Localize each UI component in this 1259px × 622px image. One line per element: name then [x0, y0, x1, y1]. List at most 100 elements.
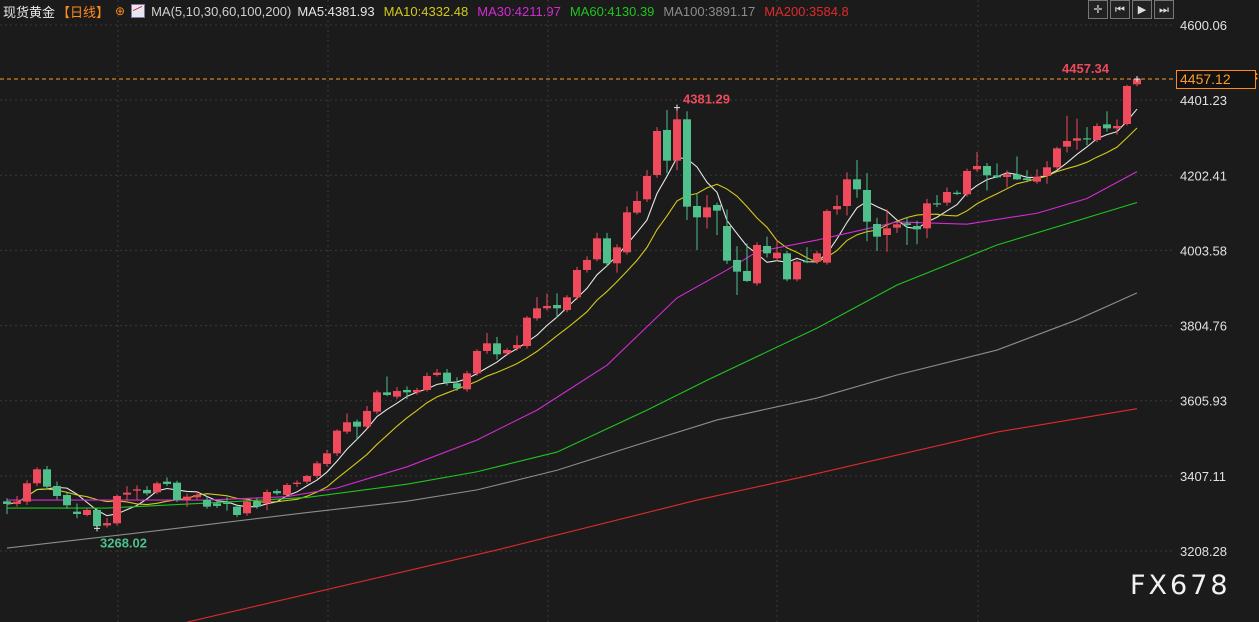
candle-body: [953, 192, 961, 194]
candle: [883, 209, 891, 252]
candle-body: [823, 211, 831, 263]
ma-line-ma30: [7, 171, 1138, 501]
candle-body: [213, 503, 221, 506]
candle: [643, 170, 651, 202]
candle: [923, 198, 931, 239]
candle-body: [63, 494, 71, 506]
candle: [743, 243, 751, 283]
candle-body: [473, 350, 481, 374]
candle: [493, 336, 501, 360]
candle-body: [873, 224, 881, 237]
jump-end-icon[interactable]: ⏭: [1154, 0, 1174, 19]
candle: [43, 465, 51, 490]
candle-body: [583, 259, 591, 270]
candle-body: [1023, 178, 1031, 181]
candle-body: [1113, 126, 1121, 129]
price-annotation: 4457.34: [1062, 61, 1110, 76]
candle: [893, 222, 901, 233]
candle-body: [713, 204, 721, 211]
ma-line-ma200: [186, 408, 1138, 622]
candle: [633, 191, 641, 215]
extreme-marker-icon: [94, 525, 100, 532]
candle-body: [653, 130, 661, 175]
candle-body: [403, 389, 411, 393]
candle-body: [323, 453, 331, 464]
jump-start-icon[interactable]: ⏮: [1110, 0, 1130, 19]
candle-body: [83, 509, 91, 515]
candle: [383, 376, 391, 397]
ma-legend-item: MA60:4130.39: [569, 3, 655, 19]
ma-legend-item: MA10:4332.48: [383, 3, 469, 19]
candle: [153, 481, 161, 495]
y-tick-label: 3804.76: [1180, 319, 1227, 334]
candle: [693, 193, 701, 251]
instrument-title: 现货黄金: [3, 4, 56, 20]
candle: [753, 242, 761, 286]
candle-body: [973, 165, 981, 170]
candle: [3, 498, 11, 514]
candle: [853, 159, 861, 198]
candle: [1113, 119, 1121, 135]
candle: [543, 293, 551, 311]
candle-body: [1043, 167, 1051, 177]
last-price-tag: 4457.12: [1176, 70, 1256, 89]
crosshair-icon[interactable]: ✛: [1088, 0, 1108, 19]
period-selector[interactable]: 【日线】: [57, 4, 110, 20]
candle: [403, 386, 411, 400]
candle: [1023, 170, 1031, 183]
candle-body: [173, 482, 181, 500]
candle: [913, 220, 921, 245]
candle-body: [543, 305, 551, 309]
candle: [83, 508, 91, 517]
candle: [663, 110, 671, 174]
candle: [823, 209, 831, 265]
candle-body: [1053, 148, 1061, 168]
candle-body: [13, 501, 21, 504]
candle: [343, 413, 351, 434]
candle: [223, 497, 231, 511]
candle-body: [923, 203, 931, 229]
candle-body: [683, 119, 691, 207]
candle-body: [863, 189, 871, 222]
extreme-marker-icon: [674, 104, 680, 111]
candle: [333, 429, 341, 456]
candle-body: [1103, 124, 1111, 129]
candle-body: [1003, 174, 1011, 177]
candle: [793, 260, 801, 282]
candle-body: [703, 207, 711, 218]
price-annotation: 4381.29: [683, 92, 730, 107]
candle: [193, 491, 201, 500]
candle-body: [223, 502, 231, 504]
candle-body: [423, 375, 431, 390]
candle-body: [73, 511, 81, 514]
candle: [673, 107, 681, 171]
candle: [973, 152, 981, 172]
candle-body: [943, 191, 951, 203]
candle: [903, 217, 911, 245]
play-icon[interactable]: ▶: [1132, 0, 1152, 19]
candle-body: [533, 308, 541, 319]
candle: [703, 195, 711, 229]
candle-body: [453, 383, 461, 389]
candle: [773, 240, 781, 262]
candle: [123, 486, 131, 501]
ma-legend-item: MA200:3584.8: [764, 3, 849, 19]
ma-legend-item: MA30:4211.97: [477, 3, 561, 19]
candle: [593, 232, 601, 262]
candle: [73, 503, 81, 519]
indicator-settings-icon[interactable]: [131, 4, 146, 18]
candle: [1103, 111, 1111, 132]
candle: [843, 172, 851, 216]
ma-params-label[interactable]: MA(5,10,30,60,100,200): [151, 3, 292, 19]
candle-body: [933, 203, 941, 205]
candle-body: [193, 494, 201, 498]
candle: [323, 449, 331, 467]
candle-body: [853, 179, 861, 190]
globe-icon[interactable]: ⊕: [115, 4, 126, 18]
candle-body: [1073, 138, 1081, 141]
candle-body: [463, 373, 471, 390]
candle: [463, 370, 471, 392]
ma-legend-item: MA5:4381.93: [297, 3, 375, 19]
ma-line-ma100: [6, 292, 1138, 549]
